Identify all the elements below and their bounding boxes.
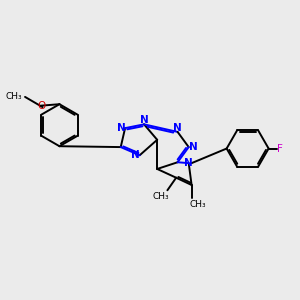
Text: CH₃: CH₃ — [190, 200, 206, 208]
Text: CH₃: CH₃ — [153, 192, 169, 201]
Text: N: N — [189, 142, 198, 152]
Text: N: N — [131, 150, 140, 160]
Text: F: F — [277, 143, 283, 154]
Text: N: N — [184, 158, 193, 168]
Text: N: N — [173, 122, 182, 133]
Text: CH₃: CH₃ — [5, 92, 22, 101]
Text: O: O — [37, 101, 45, 111]
Text: N: N — [140, 115, 148, 125]
Text: N: N — [117, 123, 126, 133]
